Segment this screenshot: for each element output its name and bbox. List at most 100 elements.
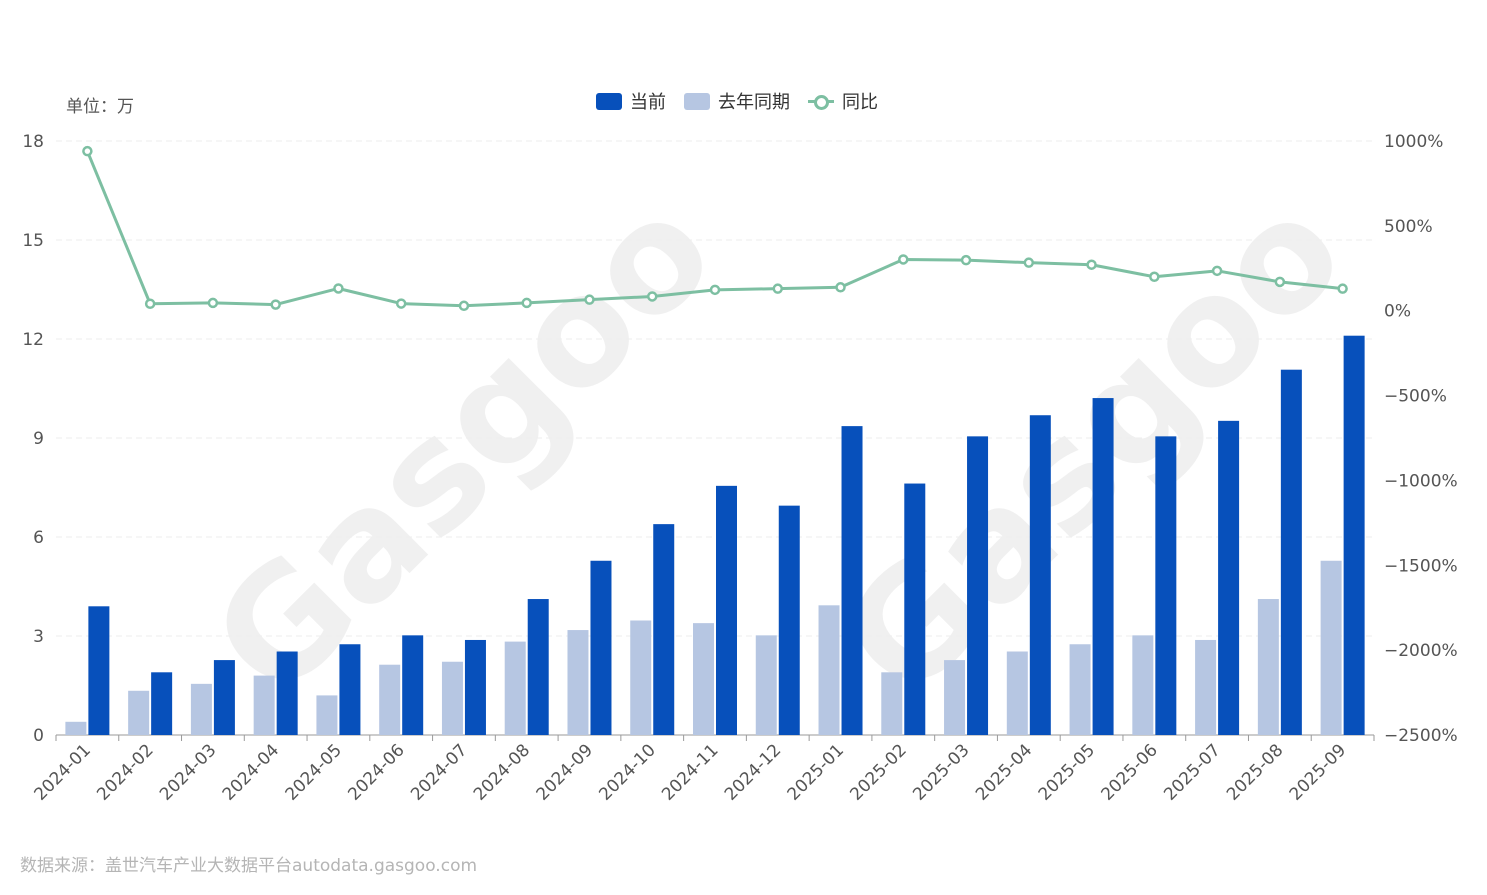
x-tick-label: 2024-04 [219,740,283,804]
x-tick-label: 2024-12 [721,740,785,804]
bar-current [778,505,800,735]
yoy-point [1086,259,1097,270]
legend-item-yoy[interactable]: 同比 [808,88,878,114]
legend-label-last-year: 去年同期 [718,92,790,113]
data-source: 数据来源：盖世汽车产业大数据平台autodata.gasgoo.com [20,856,478,876]
bar-last-year [504,641,526,735]
x-tick-label: 2025-07 [1160,740,1224,804]
x-tick-label: 2024-06 [344,740,408,804]
bar-current [1343,335,1365,735]
bar-last-year [1195,639,1217,735]
bar-current [402,635,424,735]
yoy-line-series [82,145,1348,312]
grid-lines [56,140,1374,736]
yoy-point [395,298,407,309]
x-tick-label: 2025-01 [784,740,848,804]
x-tick-label: 2025-03 [909,740,973,804]
bar-last-year [65,721,87,735]
yoy-point [960,254,972,266]
bar-last-year [316,695,338,735]
yoy-point [709,284,721,296]
bar-last-year [1132,635,1154,735]
bar-last-year [1320,560,1342,735]
x-tick-label: 2024-07 [407,740,471,804]
x-tick-label: 2024-11 [658,740,722,804]
bar-current [527,599,549,735]
x-tick-label: 2025-08 [1223,740,1287,804]
yoy-point [1274,276,1286,288]
bar-current [88,606,110,735]
x-tick-label: 2025-05 [1035,740,1099,804]
bar-last-year [693,623,714,735]
x-tick-label: 2024-09 [533,740,597,804]
right-tick-label: −1000% [1384,471,1458,491]
bar-current [276,651,298,735]
right-tick-label: −2000% [1384,641,1458,661]
left-tick-label: 3 [33,627,44,647]
right-tick-label: −1500% [1384,556,1458,576]
left-tick-label: 12 [22,330,44,350]
yoy-point [1023,257,1035,268]
right-tick-label: 1000% [1384,132,1443,152]
yoy-point [458,300,470,312]
bar-current [1092,398,1114,735]
bar-current [464,639,486,735]
bar-last-year [1006,651,1028,735]
bar-current [1218,420,1240,735]
legend-swatch-last-year [684,92,710,110]
x-tick-label: 2024-03 [156,740,220,804]
x-tick-label: 2025-04 [972,740,1036,804]
chart-legend: 当前 去年同期 同比 [596,88,878,114]
bar-current [339,644,361,735]
bar-last-year [567,630,589,735]
bar-last-year [881,672,903,735]
yoy-point [82,145,93,157]
yoy-line [85,150,1343,308]
bar-current [1280,369,1302,735]
legend-label-yoy: 同比 [842,92,878,113]
x-tick-label: 2024-05 [282,740,346,804]
bar-current [590,560,612,735]
left-tick-label: 6 [33,528,44,548]
bar-current [967,436,989,735]
right-axis-ticks: −2500% −2000% −1500% −1000% −500% 0% 500% 1000% [1384,132,1458,746]
bar-current [716,485,737,735]
bar-current [213,660,235,735]
yoy-point [144,298,156,310]
left-tick-label: 9 [33,429,44,449]
unit-label: 单位：万 [66,97,134,117]
bar-last-year [190,683,212,735]
bar-last-year [253,675,275,735]
bar-current [1029,415,1051,735]
yoy-point [207,297,219,309]
x-tick-label: 2025-09 [1286,740,1350,804]
yoy-point [1149,271,1160,283]
yoy-point [646,291,658,302]
left-tick-label: 15 [22,231,44,251]
bar-current [151,672,173,735]
x-tick-label: 2025-02 [846,740,910,804]
left-tick-label: 0 [33,726,44,746]
x-tick-label: 2024-08 [470,740,534,804]
bar-current [904,483,926,735]
yoy-point [772,283,784,294]
bar-current [841,426,863,735]
yoy-point [521,297,532,309]
bar-current [1155,436,1177,735]
legend-item-last-year[interactable]: 去年同期 [684,88,790,114]
x-axis-ticks: 2024-012024-022024-032024-042024-052024-… [31,735,1375,805]
yoy-point [333,283,344,294]
yoy-point [898,254,909,265]
x-tick-label: 2024-10 [595,740,659,804]
right-tick-label: −500% [1384,387,1447,407]
x-tick-label: 2025-06 [1098,740,1162,804]
yoy-point [270,299,281,310]
yoy-point [584,294,595,305]
bar-last-year [944,660,966,735]
legend-swatch-yoy [808,93,834,110]
bar-last-year [818,605,840,735]
right-tick-label: 500% [1384,217,1433,237]
right-tick-label: 0% [1384,302,1411,322]
legend-item-current[interactable]: 当前 [596,88,666,114]
